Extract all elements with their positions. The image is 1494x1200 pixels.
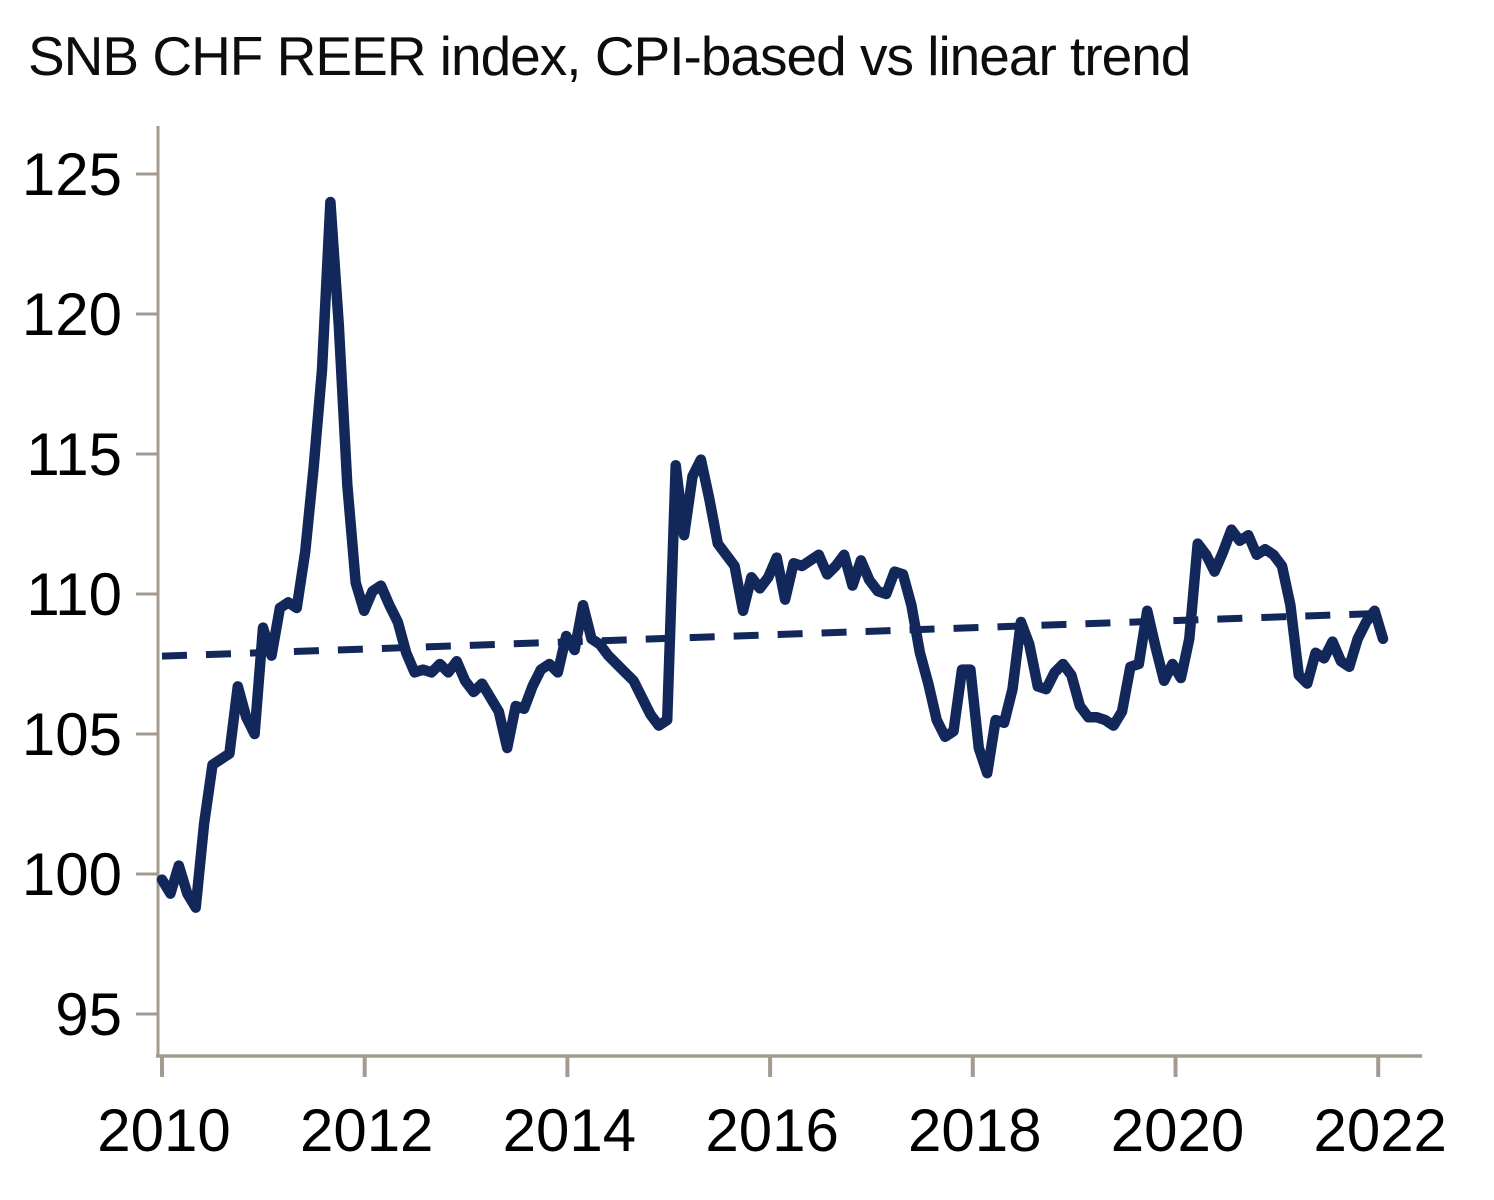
x-tick-label: 2018: [908, 1097, 1041, 1164]
x-tick-label: 2010: [97, 1097, 230, 1164]
y-tick-label: 125: [22, 141, 122, 208]
chart-title: SNB CHF REER index, CPI-based vs linear …: [28, 25, 1191, 87]
reer-line: [156, 196, 1389, 913]
y-tick-label: 105: [22, 701, 122, 768]
x-tick-label: 2022: [1313, 1097, 1446, 1164]
x-tick-label: 2016: [705, 1097, 838, 1164]
x-tick-label: 2020: [1111, 1097, 1244, 1164]
y-tick-label: 120: [22, 281, 122, 348]
trend-line: [161, 609, 1391, 660]
y-tick-label: 110: [26, 561, 122, 628]
x-tick-label: 2012: [300, 1097, 433, 1164]
y-tick-label: 95: [55, 981, 122, 1048]
y-tick-label: 115: [26, 421, 122, 488]
y-tick-label: 100: [22, 841, 122, 908]
x-tick-label: 2014: [503, 1097, 636, 1164]
